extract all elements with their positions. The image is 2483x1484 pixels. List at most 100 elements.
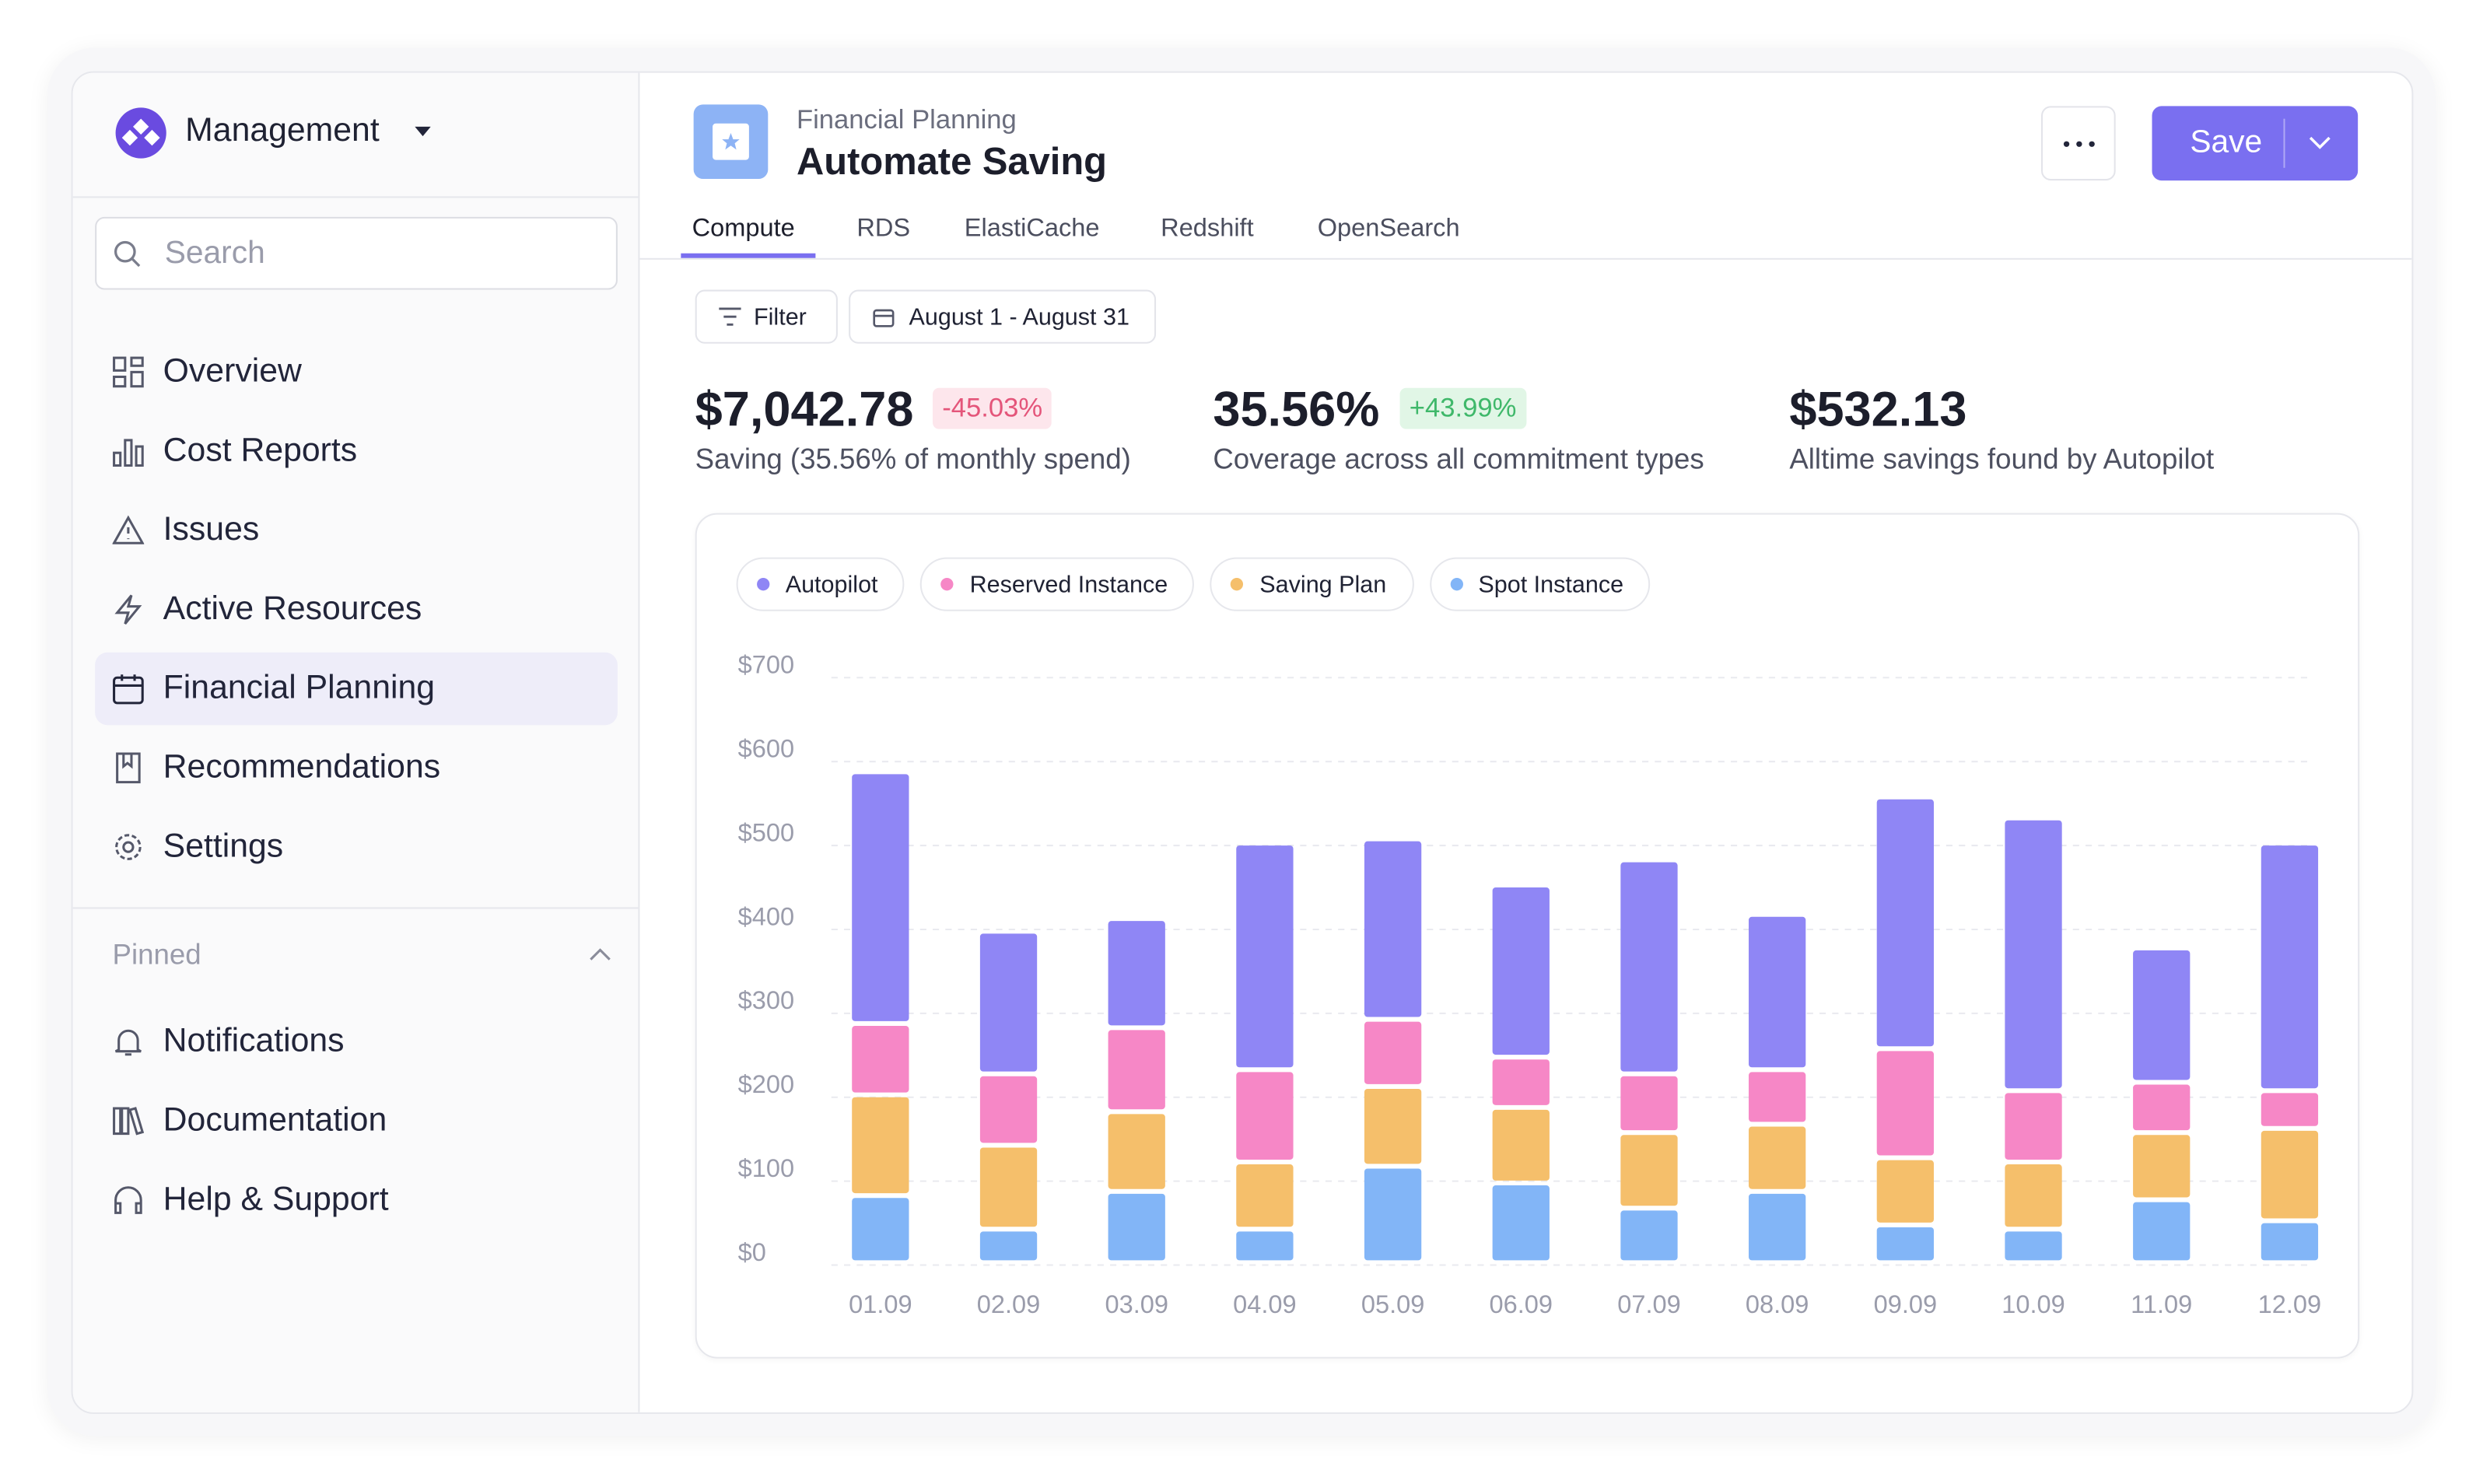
bar-segment bbox=[2005, 821, 2061, 1089]
bar-segment bbox=[1108, 1114, 1165, 1188]
icon bbox=[113, 593, 145, 625]
nav-item[interactable]: Financial Planning bbox=[95, 653, 618, 726]
y-tick-label: $500 bbox=[738, 818, 794, 846]
bar-segment bbox=[1108, 1030, 1165, 1109]
bar-segment bbox=[1236, 1164, 1293, 1227]
x-tick-label: 06.09 bbox=[1490, 1290, 1553, 1318]
nav-item[interactable]: Documentation bbox=[95, 1084, 618, 1157]
bar-segment bbox=[1877, 1227, 1934, 1260]
nav-item[interactable]: Issues bbox=[95, 494, 618, 567]
bar-segment bbox=[980, 1231, 1037, 1260]
y-tick-label: $700 bbox=[738, 651, 794, 679]
x-tick-label: 08.09 bbox=[1746, 1290, 1809, 1318]
date-range: August 1 - August 31 bbox=[909, 303, 1129, 331]
stat-value: $532.13 bbox=[1789, 382, 1966, 439]
stat-value: $7,042.78 bbox=[695, 382, 914, 439]
bar-segment bbox=[2261, 845, 2318, 1088]
bar-segment bbox=[980, 1076, 1037, 1143]
stat-label: Saving (35.56% of monthly spend) bbox=[695, 443, 1131, 477]
logo bbox=[114, 106, 168, 159]
search-placeholder: Search bbox=[165, 236, 265, 272]
icon bbox=[113, 515, 145, 547]
bar-segment bbox=[1108, 1194, 1165, 1261]
icon bbox=[113, 673, 145, 705]
nav-item[interactable]: Overview bbox=[95, 336, 618, 409]
x-tick-label: 05.09 bbox=[1361, 1290, 1425, 1318]
nav-label: Recommendations bbox=[163, 749, 440, 787]
save-dropdown[interactable] bbox=[2309, 136, 2331, 150]
nav-item[interactable]: Help & Support bbox=[95, 1164, 618, 1237]
bar-segment bbox=[1493, 1110, 1550, 1181]
x-tick-label: 11.09 bbox=[2131, 1290, 2192, 1318]
tab[interactable]: Compute bbox=[692, 215, 795, 244]
filter-button[interactable]: Filter bbox=[695, 290, 838, 344]
bar-segment bbox=[1877, 1051, 1934, 1155]
bar-segment bbox=[1749, 1072, 1805, 1122]
window: Management Search Overview Cost Reports … bbox=[72, 72, 2414, 1414]
y-tick-label: $600 bbox=[738, 735, 794, 763]
bar-segment bbox=[1877, 800, 1934, 1047]
nav-label: Settings bbox=[163, 828, 283, 866]
divider bbox=[639, 258, 2411, 260]
icon bbox=[113, 356, 145, 388]
section-label: Pinned bbox=[113, 939, 201, 972]
tab[interactable]: RDS bbox=[856, 215, 910, 244]
tab[interactable]: OpenSearch bbox=[1318, 215, 1460, 244]
nav-label: Cost Reports bbox=[163, 432, 357, 471]
bar-segment bbox=[1620, 1135, 1677, 1206]
nav-item[interactable]: Recommendations bbox=[95, 731, 618, 804]
bar-segment bbox=[1364, 1022, 1421, 1084]
x-tick-label: 10.09 bbox=[2001, 1290, 2065, 1318]
nav-label: Financial Planning bbox=[163, 670, 435, 708]
bar-segment bbox=[1364, 842, 1421, 1017]
bar-segment bbox=[1364, 1168, 1421, 1260]
bar-segment bbox=[1749, 1127, 1805, 1189]
bar-segment bbox=[2005, 1093, 2061, 1160]
bar-segment bbox=[852, 1026, 909, 1093]
more-button[interactable] bbox=[2041, 106, 2116, 180]
bar-segment bbox=[1493, 887, 1550, 1055]
bar-segment bbox=[852, 1198, 909, 1260]
collapse-icon[interactable] bbox=[589, 947, 611, 962]
bar-segment bbox=[1749, 917, 1805, 1067]
search-box[interactable]: Search bbox=[95, 217, 618, 290]
save-button[interactable]: Save bbox=[2152, 106, 2359, 180]
nav-item[interactable]: Notifications bbox=[95, 1006, 618, 1079]
bar-segment bbox=[1364, 1089, 1421, 1164]
x-tick-label: 02.09 bbox=[977, 1290, 1041, 1318]
x-tick-label: 09.09 bbox=[1874, 1290, 1938, 1318]
bar-segment bbox=[1236, 845, 1293, 1067]
nav-label: Issues bbox=[163, 512, 260, 550]
nav-item[interactable]: Active Resources bbox=[95, 573, 618, 646]
bar-segment bbox=[1620, 863, 1677, 1072]
bar-segment bbox=[2005, 1164, 2061, 1227]
date-range-button[interactable]: August 1 - August 31 bbox=[849, 290, 1156, 344]
bar-segment bbox=[2133, 1202, 2190, 1261]
tab[interactable]: Redshift bbox=[1161, 215, 1254, 244]
icon bbox=[113, 1026, 145, 1058]
chart: $0$100$200$300$400$500$600$70001.0902.09… bbox=[697, 515, 2358, 1357]
dropdown-icon[interactable] bbox=[413, 124, 432, 139]
workspace-name[interactable]: Management bbox=[185, 113, 380, 151]
icon bbox=[113, 1105, 145, 1137]
save-label: Save bbox=[2190, 125, 2262, 162]
breadcrumb[interactable]: Financial Planning bbox=[797, 104, 1017, 136]
x-tick-label: 07.09 bbox=[1617, 1290, 1681, 1318]
bar-segment bbox=[980, 1147, 1037, 1227]
nav-item[interactable]: Settings bbox=[95, 810, 618, 884]
nav-item[interactable]: Cost Reports bbox=[95, 415, 618, 488]
tab[interactable]: ElastiCache bbox=[965, 215, 1100, 244]
bar-segment bbox=[1493, 1059, 1550, 1105]
x-tick-label: 01.09 bbox=[849, 1290, 912, 1318]
nav-label: Notifications bbox=[163, 1023, 345, 1061]
icon bbox=[113, 1185, 145, 1216]
bar-segment bbox=[2005, 1231, 2061, 1260]
stat-change: +43.99% bbox=[1400, 388, 1526, 429]
y-tick-label: $200 bbox=[738, 1070, 794, 1098]
chart-card: AutopilotReserved InstanceSaving PlanSpo… bbox=[695, 513, 2360, 1359]
bar-segment bbox=[980, 933, 1037, 1071]
nav-label: Documentation bbox=[163, 1102, 387, 1140]
sidebar: Management Search Overview Cost Reports … bbox=[73, 73, 640, 1412]
icon bbox=[113, 436, 145, 467]
